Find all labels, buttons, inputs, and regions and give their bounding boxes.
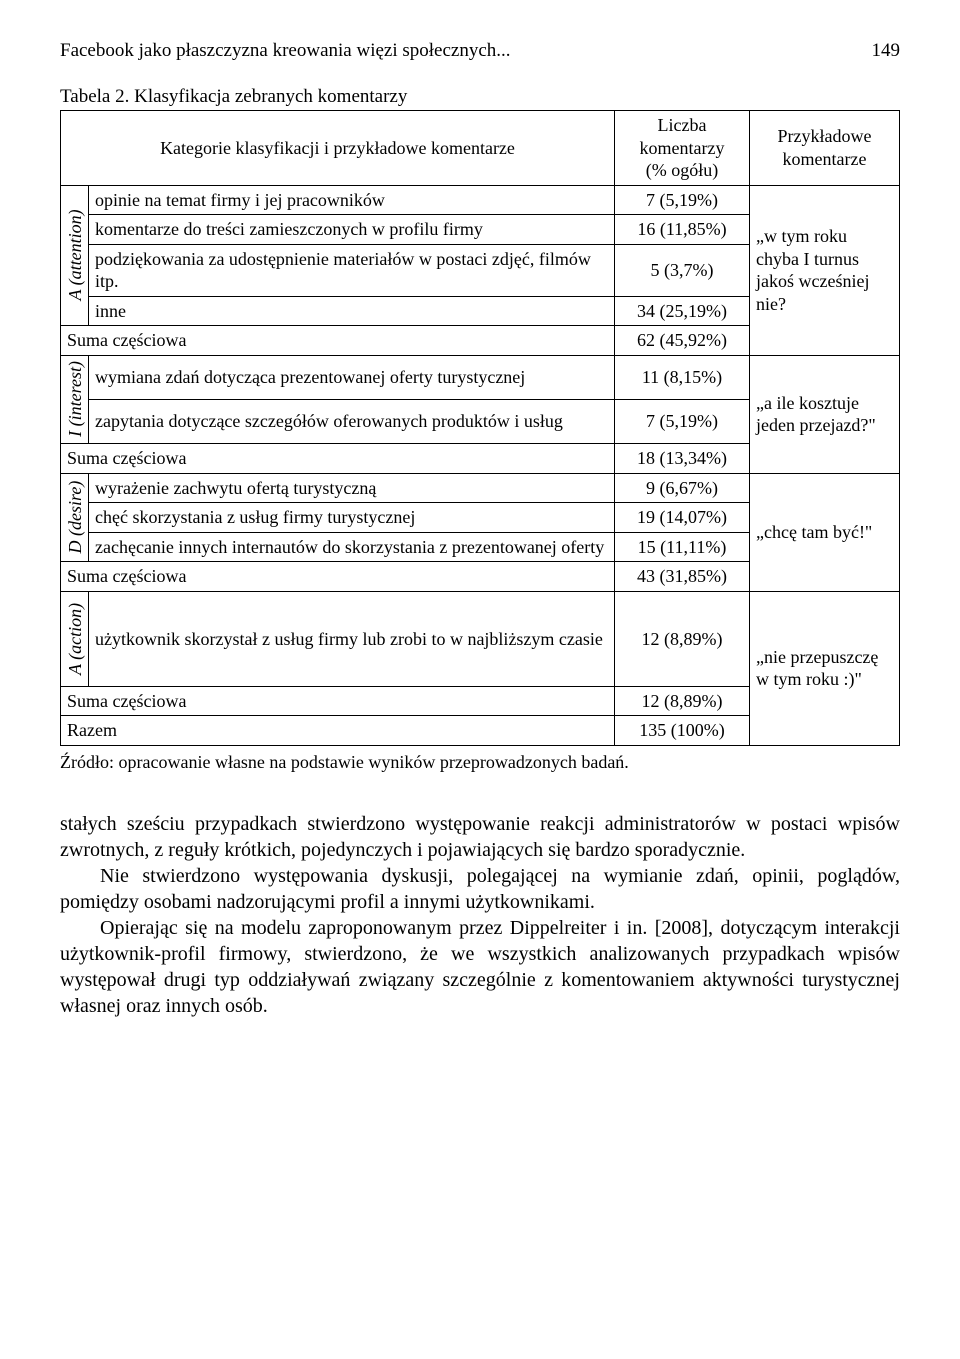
table-row: D (desire) wyrażenie zachwytu ofertą tur… [61, 473, 900, 503]
cell-category: użytkownik skorzystał z usług firmy lub … [89, 591, 615, 686]
group-label-action: A (action) [61, 591, 89, 686]
classification-table: Kategorie klasyfikacji i przykładowe kom… [60, 110, 900, 746]
page-number: 149 [872, 40, 901, 62]
cell-category: wymiana zdań dotycząca prezentowanej ofe… [89, 355, 615, 399]
table-source: Źródło: opracowanie własne na podstawie … [60, 752, 900, 773]
subtotal-value: 12 (8,89%) [615, 686, 750, 716]
cell-example: „a ile kosztuje jeden przejazd?" [750, 355, 900, 473]
subtotal-label: Suma częściowa [61, 444, 615, 474]
group-label-desire: D (desire) [61, 473, 89, 562]
group-label-interest: I (interest) [61, 355, 89, 444]
col-header-example: Przykładowe komentarze [750, 111, 900, 186]
cell-value: 7 (5,19%) [615, 185, 750, 215]
cell-category: wyrażenie zachwytu ofertą turystyczną [89, 473, 615, 503]
col-header-category: Kategorie klasyfikacji i przykładowe kom… [61, 111, 615, 186]
cell-value: 16 (11,85%) [615, 215, 750, 245]
body-text: stałych sześciu przypadkach stwierdzono … [60, 811, 900, 1019]
cell-category: podziękowania za udostępnienie materiałó… [89, 244, 615, 296]
table-row: A (action) użytkownik skorzystał z usług… [61, 591, 900, 686]
cell-value: 11 (8,15%) [615, 355, 750, 399]
cell-value: 12 (8,89%) [615, 591, 750, 686]
subtotal-value: 43 (31,85%) [615, 562, 750, 592]
subtotal-label: Suma częściowa [61, 686, 615, 716]
cell-example: „nie przepuszczę w tym roku :)" [750, 591, 900, 745]
cell-category: chęć skorzystania z usług firmy turystyc… [89, 503, 615, 533]
table-row: A (attention) opinie na temat firmy i je… [61, 185, 900, 215]
total-label: Razem [61, 716, 615, 746]
cell-example: „chcę tam być!" [750, 473, 900, 591]
cell-value: 15 (11,11%) [615, 532, 750, 562]
cell-value: 9 (6,67%) [615, 473, 750, 503]
running-title: Facebook jako płaszczyzna kreowania więz… [60, 40, 511, 62]
table-header-row: Kategorie klasyfikacji i przykładowe kom… [61, 111, 900, 186]
subtotal-value: 18 (13,34%) [615, 444, 750, 474]
cell-example: „w tym roku chyba I turnus jakoś wcześni… [750, 185, 900, 355]
table-caption: Tabela 2. Klasyfikacja zebranych komenta… [60, 86, 900, 108]
cell-value: 5 (3,7%) [615, 244, 750, 296]
group-label-attention: A (attention) [61, 185, 89, 326]
cell-value: 7 (5,19%) [615, 399, 750, 443]
col-header-count: Liczbakomentarzy(% ogółu) [615, 111, 750, 186]
table-row: I (interest) wymiana zdań dotycząca prez… [61, 355, 900, 399]
cell-value: 34 (25,19%) [615, 296, 750, 326]
subtotal-label: Suma częściowa [61, 326, 615, 356]
paragraph: stałych sześciu przypadkach stwierdzono … [60, 811, 900, 863]
running-header: Facebook jako płaszczyzna kreowania więz… [60, 40, 900, 62]
cell-category: inne [89, 296, 615, 326]
subtotal-label: Suma częściowa [61, 562, 615, 592]
paragraph: Nie stwierdzono występowania dyskusji, p… [60, 863, 900, 915]
cell-value: 19 (14,07%) [615, 503, 750, 533]
cell-category: komentarze do treści zamieszczonych w pr… [89, 215, 615, 245]
total-value: 135 (100%) [615, 716, 750, 746]
paragraph: Opierając się na modelu zaproponowanym p… [60, 915, 900, 1019]
cell-category: zapytania dotyczące szczegółów oferowany… [89, 399, 615, 443]
cell-category: zachęcanie innych internautów do skorzys… [89, 532, 615, 562]
cell-category: opinie na temat firmy i jej pracowników [89, 185, 615, 215]
subtotal-value: 62 (45,92%) [615, 326, 750, 356]
